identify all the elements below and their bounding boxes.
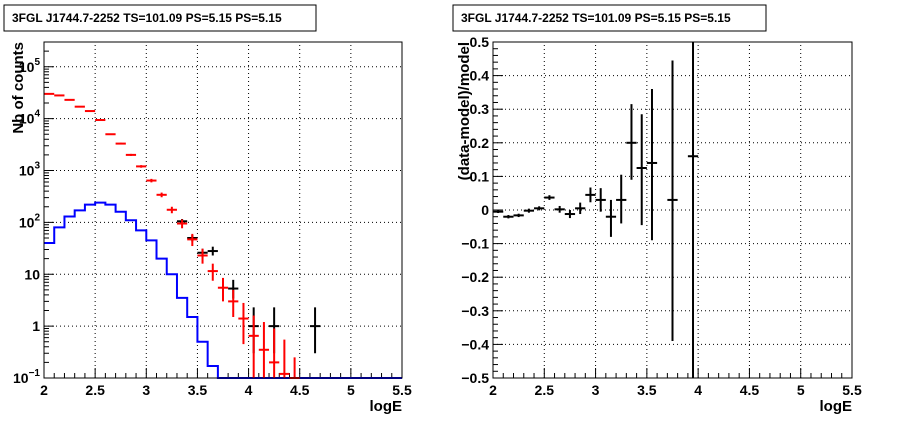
y-tick-label: 0.2 <box>470 135 490 151</box>
x-tick-label: 2.5 <box>85 382 105 398</box>
y-tick-label: 0 <box>481 202 489 218</box>
y-tick-label: −0.4 <box>461 336 489 352</box>
x-tick-label: 2 <box>40 382 48 398</box>
x-tick-label: 5 <box>797 382 805 398</box>
x-tick-label: 3 <box>592 382 600 398</box>
right-chart-panel: 3FGL J1744.7-2252 TS=101.09 PS=5.15 PS=5… <box>452 4 862 415</box>
x-tick-label: 2.5 <box>535 382 555 398</box>
left-plot-frame <box>43 41 403 379</box>
y-tick-exponent: 5 <box>34 57 40 68</box>
y-tick-label: 10−1 <box>13 368 40 386</box>
right-plot-frame <box>492 41 853 379</box>
y-tick-label: −0.5 <box>461 370 489 386</box>
left-grid <box>44 42 402 378</box>
right-y-axis-label: (data-model)/model <box>456 42 473 180</box>
left-x-axis-label: logE <box>370 398 403 415</box>
right-x-axis-label: logE <box>820 398 853 415</box>
y-tick-label: 1 <box>32 318 40 334</box>
left-chart-panel: 3FGL J1744.7-2252 TS=101.09 PS=5.15 PS=5… <box>3 4 412 415</box>
y-tick-label: 0.1 <box>470 168 490 184</box>
x-tick-label: 5.5 <box>392 382 412 398</box>
y-tick-exponent: 2 <box>34 212 40 223</box>
y-tick-exponent: 4 <box>34 109 40 120</box>
y-tick-label: 0.5 <box>470 34 490 50</box>
y-tick-exponent: 3 <box>34 161 40 172</box>
x-tick-label: 4.5 <box>740 382 760 398</box>
x-tick-label: 4 <box>245 382 253 398</box>
y-tick-label: 0.3 <box>470 101 490 117</box>
x-tick-label: 3.5 <box>188 382 208 398</box>
right-title-box <box>452 4 767 32</box>
x-tick-label: 5 <box>347 382 355 398</box>
left-title: 3FGL J1744.7-2252 TS=101.09 PS=5.15 PS=5… <box>12 11 282 25</box>
right-title: 3FGL J1744.7-2252 TS=101.09 PS=5.15 PS=5… <box>461 11 731 25</box>
y-tick-label: −0.3 <box>461 303 489 319</box>
x-tick-label: 3.5 <box>637 382 657 398</box>
model-step-line <box>44 201 402 379</box>
y-tick-label: 0.4 <box>470 68 490 84</box>
x-tick-label: 4 <box>694 382 702 398</box>
left-title-box <box>3 4 317 32</box>
right-series <box>493 42 699 378</box>
right-axis-ticks: 2 2.5 3 3.5 4 4.5 5 5.5 −0.5 −0.4 −0.3 −0.2 −0.1 0 0.1… <box>461 34 862 398</box>
left-y-axis-label: Nb of counts <box>10 42 27 134</box>
y-tick-label: −0.1 <box>461 236 489 252</box>
left-series <box>44 92 402 379</box>
y-tick-label: 103 <box>19 161 41 179</box>
x-tick-label: 3 <box>142 382 150 398</box>
right-grid <box>493 42 852 378</box>
y-tick-label: 10 <box>24 266 40 282</box>
y-tick-label: 102 <box>19 212 41 230</box>
y-tick-label: −0.2 <box>461 269 489 285</box>
x-tick-label: 2 <box>489 382 497 398</box>
y-tick-exponent: −1 <box>29 368 41 379</box>
x-tick-label: 4.5 <box>290 382 310 398</box>
x-tick-label: 5.5 <box>842 382 862 398</box>
